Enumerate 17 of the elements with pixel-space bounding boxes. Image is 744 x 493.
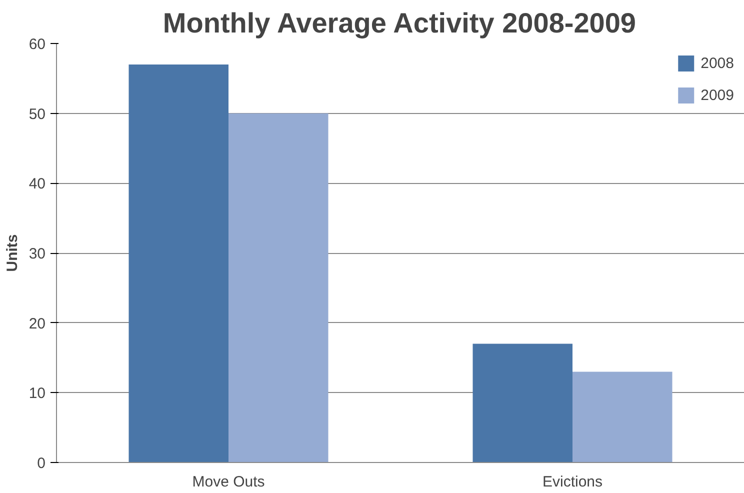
y-tick-label: 50 (28, 106, 46, 123)
y-tick-label: 40 (28, 176, 46, 193)
chart-title: Monthly Average Activity 2008-2009 (162, 8, 636, 38)
legend-label: 2008 (700, 54, 734, 72)
x-tick-label: Evictions (542, 474, 603, 490)
legend-label: 2009 (700, 86, 734, 104)
bar (128, 64, 228, 462)
y-tick-label: 0 (37, 455, 46, 472)
bar (472, 344, 572, 462)
x-tick-label: Move Outs (192, 474, 265, 490)
y-tick-label: 30 (28, 246, 46, 262)
bar (228, 113, 328, 462)
y-axis-title: Units (4, 234, 21, 272)
bar (572, 372, 672, 462)
y-tick-label: 20 (28, 315, 46, 332)
y-tick-label: 10 (28, 385, 46, 402)
y-tick-label: 60 (28, 36, 46, 53)
